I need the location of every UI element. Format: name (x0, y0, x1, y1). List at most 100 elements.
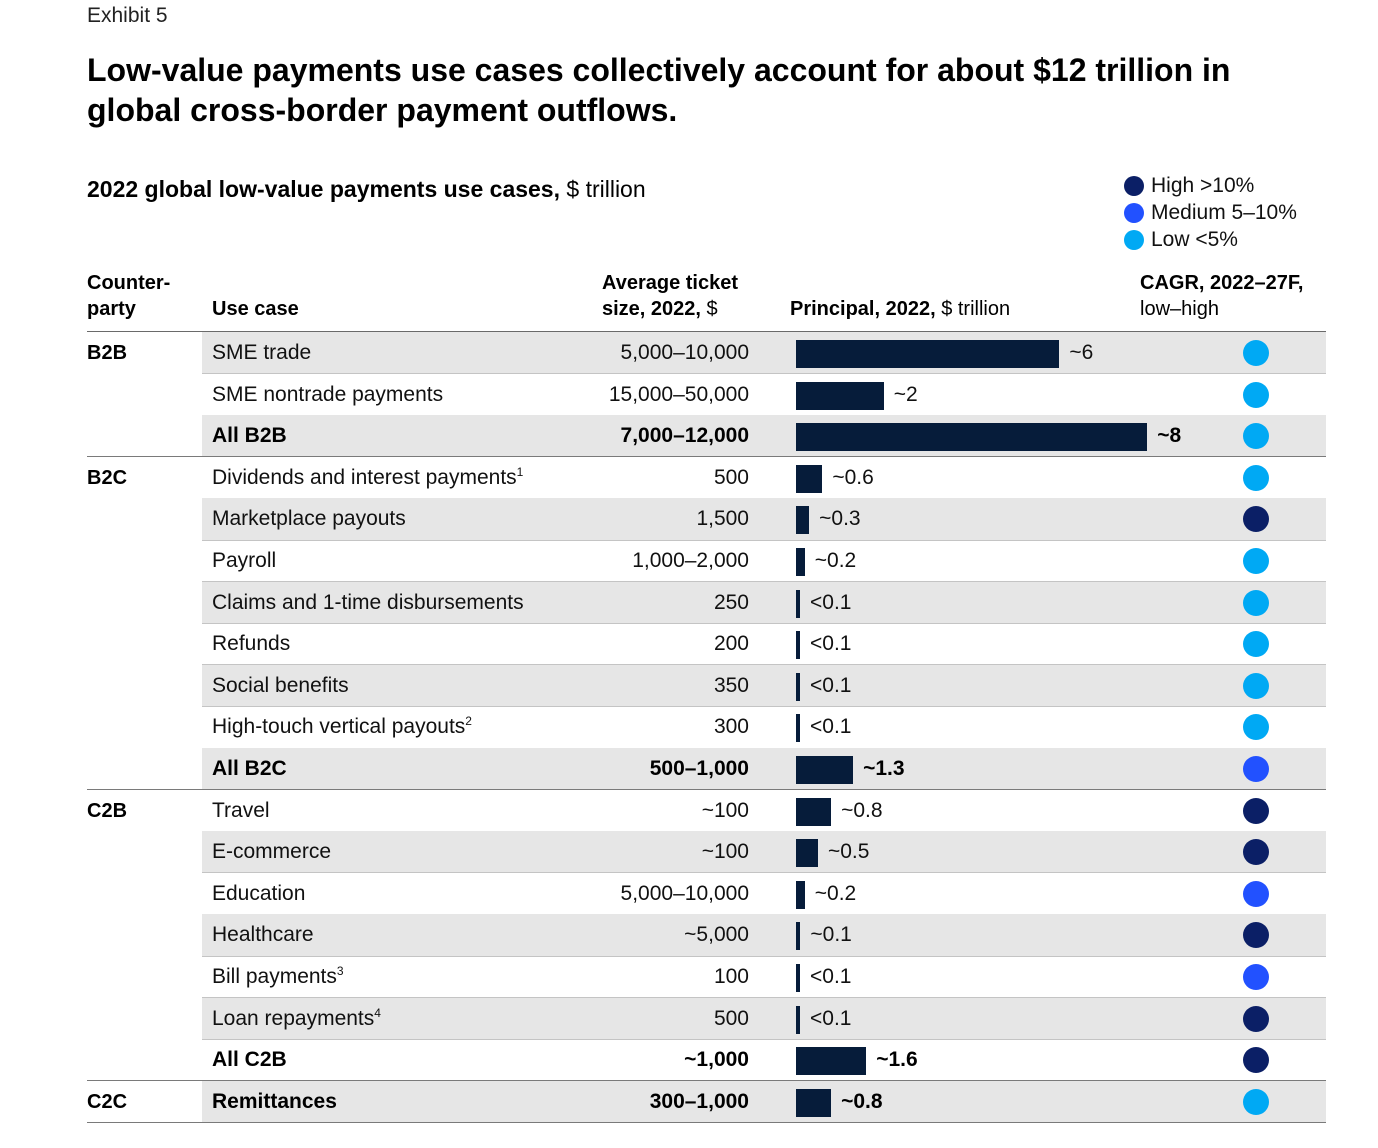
cagr-dot-low (1243, 714, 1269, 741)
table-row: Refunds 200 <0.1 (202, 623, 1326, 665)
table-row: Payroll 1,000–2,000 ~0.2 (202, 540, 1326, 582)
header-principal-bold: Principal, 2022, (790, 298, 936, 320)
principal-bar (796, 839, 818, 868)
ticket-size-value: 350 (713, 673, 749, 697)
use-case-label: E-commerce (212, 840, 332, 864)
table-row: SME trade 5,000–10,000 ~6 (202, 332, 1326, 374)
principal-value-label: <0.1 (810, 715, 852, 739)
use-case-label: Claims and 1-time disbursements (212, 590, 524, 614)
principal-value-label: <0.1 (810, 673, 852, 697)
ticket-size-value: 5,000–10,000 (620, 881, 749, 905)
principal-bar (796, 880, 805, 909)
principal-bar (796, 631, 800, 660)
cagr-dot-high (1243, 922, 1269, 949)
use-case-label: All B2B (212, 424, 287, 448)
table-row: Dividends and interest payments1 500 ~0.6 (202, 457, 1326, 499)
cagr-dot-low (1243, 672, 1269, 699)
use-case-label: Social benefits (212, 673, 349, 697)
header-counterparty: Counter- party (87, 272, 171, 320)
cagr-dot-low (1243, 340, 1269, 366)
principal-bar (796, 381, 884, 410)
ticket-size-value: ~100 (701, 798, 749, 822)
table-row: Social benefits 350 <0.1 (202, 664, 1326, 707)
principal-value-label: ~0.2 (814, 881, 857, 905)
ticket-size-value: 300–1,000 (649, 1089, 749, 1113)
ticket-size-value: ~100 (701, 840, 749, 864)
ticket-size-value: ~1,000 (684, 1048, 749, 1072)
principal-value-label: ~8 (1157, 424, 1182, 448)
use-case-label: Refunds (212, 632, 291, 656)
use-case-label: Bill payments3 (212, 964, 344, 988)
cagr-dot-high (1243, 1005, 1269, 1032)
ticket-size-value: 300 (713, 715, 749, 739)
use-case-label: Remittances (212, 1089, 337, 1113)
header-use-case: Use case (212, 298, 299, 320)
ticket-size-value: 7,000–12,000 (620, 424, 749, 448)
legend-label-high: High >10% (1151, 173, 1255, 197)
legend-dot-low (1124, 229, 1144, 250)
chart-title: Low-value payments use cases collectivel… (87, 52, 1231, 128)
header-ticket-unit: $ (700, 298, 718, 320)
principal-bar (796, 506, 810, 535)
cagr-dot-high (1243, 797, 1269, 824)
ticket-size-value: 1,000–2,000 (632, 549, 749, 572)
principal-value-label: <0.1 (810, 1006, 852, 1030)
header-principal: Principal, 2022, $ trillion (790, 296, 1010, 322)
cagr-dot-low (1243, 464, 1269, 491)
legend: High >10% Medium 5–10% Low <5% (1124, 172, 1297, 253)
principal-value-label: ~0.1 (810, 923, 852, 947)
principal-bar (796, 797, 832, 826)
row-divider (202, 872, 1326, 874)
table-row: SME nontrade payments 15,000–50,000 ~2 (202, 374, 1326, 416)
principal-bar (796, 464, 823, 493)
principal-value-label: ~0.5 (827, 840, 870, 864)
table-row: All C2B ~1,000 ~1.6 (202, 1039, 1326, 1081)
legend-item-high: High >10% (1124, 172, 1297, 199)
row-divider (202, 955, 1326, 957)
counterparty-b2b: B2B (87, 342, 128, 364)
counterparty-b2c: B2C (87, 466, 128, 489)
ticket-size-value: 5,000–10,000 (620, 341, 749, 364)
cagr-dot-high (1243, 839, 1269, 866)
table-row: High-touch vertical payouts2 300 <0.1 (202, 706, 1326, 748)
use-case-label: Education (212, 881, 306, 905)
ticket-size-value: 200 (713, 632, 749, 656)
legend-item-low: Low <5% (1124, 226, 1297, 253)
principal-value-label: ~1.3 (863, 757, 905, 780)
principal-bar (796, 548, 805, 576)
row-divider (202, 705, 1326, 707)
cagr-dot-medium (1243, 964, 1269, 990)
principal-bar (796, 1047, 867, 1076)
cagr-dot-low (1243, 589, 1269, 616)
legend-item-medium: Medium 5–10% (1124, 199, 1297, 226)
principal-bar (796, 756, 854, 784)
use-case-label: Travel (212, 798, 270, 822)
principal-value-label: ~6 (1069, 341, 1094, 364)
header-ticket-line2: size, 2022, (602, 298, 701, 320)
header-ticket: Average ticket size, 2022, $ (602, 270, 738, 322)
subtitle-bold: 2022 global low-value payments use cases… (87, 176, 560, 202)
exhibit-label: Exhibit 5 (87, 4, 168, 27)
footnote-marker: 1 (516, 464, 524, 479)
principal-value-label: ~0.8 (841, 1089, 883, 1113)
table-row: Marketplace payouts 1,500 ~0.3 (202, 498, 1326, 540)
cagr-dot-medium (1243, 880, 1269, 907)
ticket-size-value: ~5,000 (684, 923, 749, 947)
use-case-label: All B2C (212, 757, 287, 780)
counterparty-c2b: C2B (87, 799, 128, 822)
row-divider (202, 1038, 1326, 1040)
table-row: Education 5,000–10,000 ~0.2 (202, 873, 1326, 915)
subtitle-unit: $ trillion (560, 176, 646, 202)
header-principal-unit: $ trillion (935, 298, 1011, 320)
principal-bar (796, 714, 800, 743)
legend-dot-medium (1124, 202, 1144, 223)
table-row: Bill payments3 100 <0.1 (202, 956, 1326, 998)
table-row: Remittances 300–1,000 ~0.8 (202, 1080, 1326, 1123)
row-divider (202, 622, 1326, 624)
row-divider (202, 373, 1326, 375)
principal-bar (796, 964, 800, 992)
counterparty-c2c: C2C (87, 1090, 128, 1113)
use-case-label: Dividends and interest payments1 (212, 464, 524, 489)
table-row: E-commerce ~100 ~0.5 (202, 831, 1326, 873)
ticket-size-value: 1,500 (696, 507, 749, 531)
